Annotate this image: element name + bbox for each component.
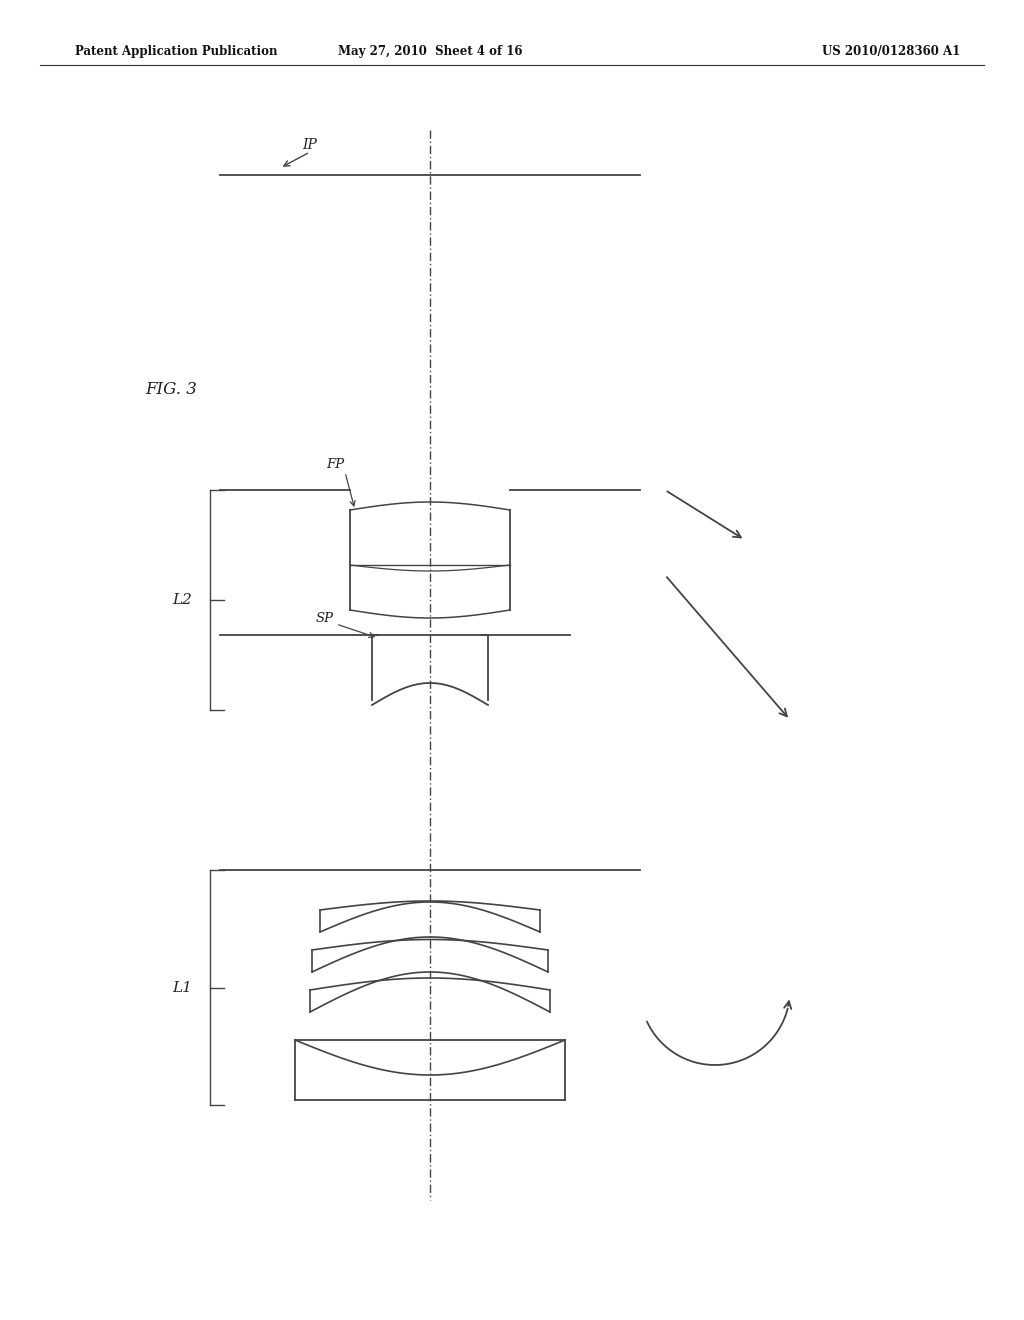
Text: FIG. 3: FIG. 3 [145, 381, 197, 399]
Text: L2: L2 [172, 593, 191, 607]
Text: US 2010/0128360 A1: US 2010/0128360 A1 [821, 45, 961, 58]
Text: Patent Application Publication: Patent Application Publication [75, 45, 278, 58]
Text: L1: L1 [172, 981, 191, 994]
Text: SP: SP [316, 611, 334, 624]
Text: FP: FP [326, 458, 344, 471]
Text: May 27, 2010  Sheet 4 of 16: May 27, 2010 Sheet 4 of 16 [338, 45, 522, 58]
Text: IP: IP [302, 139, 317, 152]
